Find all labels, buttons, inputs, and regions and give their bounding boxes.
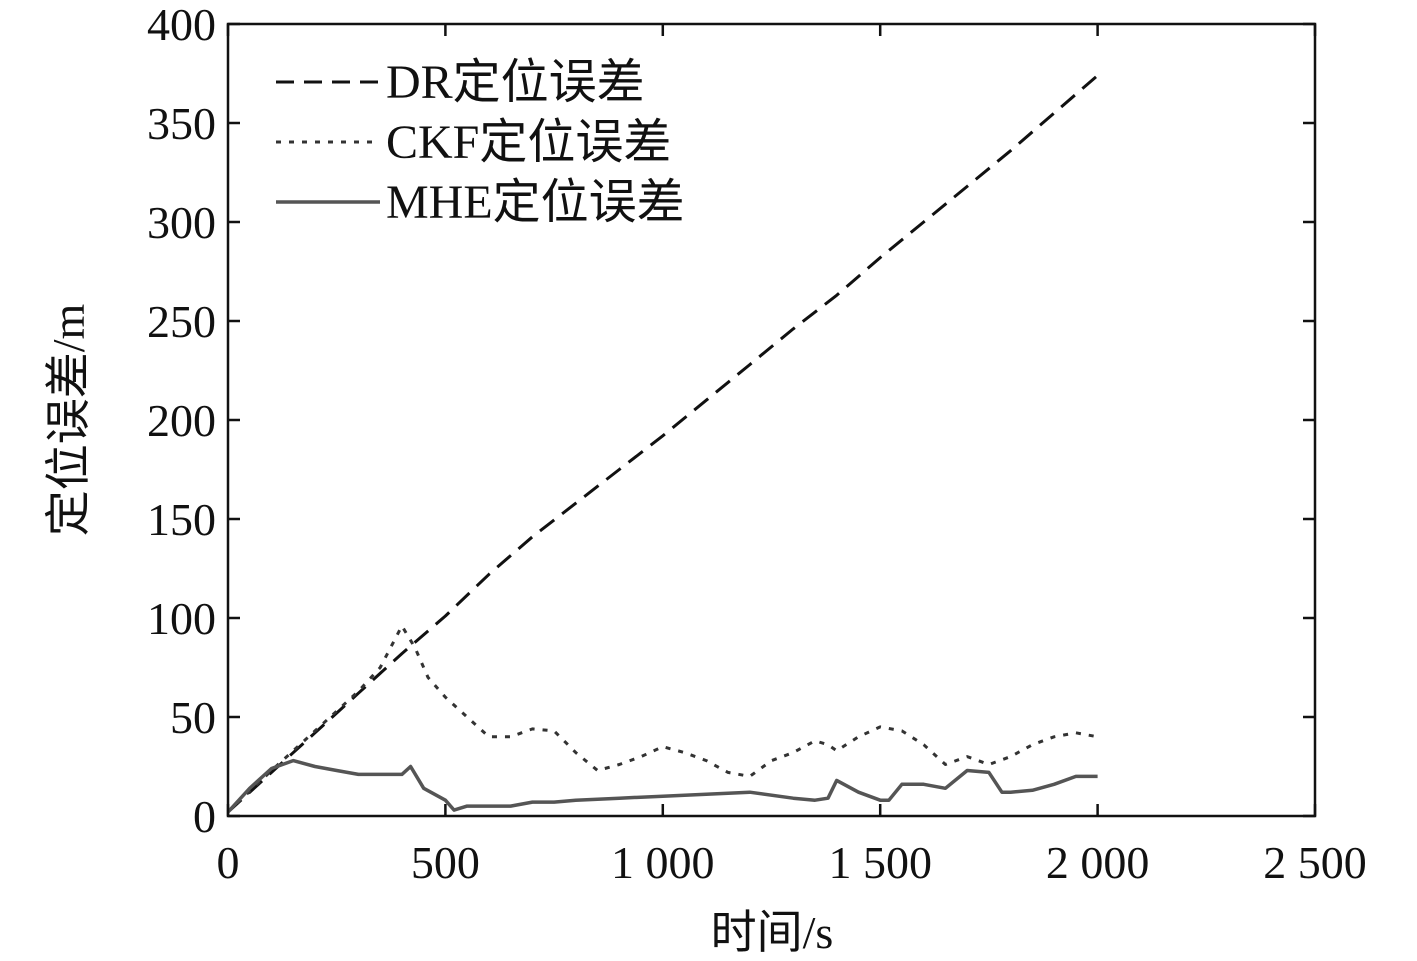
y-tick-label: 400 (147, 0, 216, 50)
series-line-2 (226, 758, 1098, 814)
x-axis-label: 时间/s (711, 907, 834, 958)
legend: DR定位误差 CKF定位误差 MHE定位误差 (276, 56, 685, 229)
legend-label-0: DR定位误差 (386, 56, 645, 109)
x-tick-label: 1 000 (611, 837, 715, 888)
y-tick-label: 50 (170, 692, 216, 743)
series-layer (226, 74, 1099, 814)
series-line-0 (226, 74, 1099, 814)
x-tick-label: 500 (411, 837, 480, 888)
series-line-1 (226, 624, 1098, 814)
x-tick-label: 1 500 (828, 837, 932, 888)
x-tick-label: 2 500 (1263, 837, 1367, 888)
y-tick-label: 200 (147, 395, 216, 446)
legend-label-2: MHE定位误差 (386, 176, 685, 229)
y-tick-label: 250 (147, 296, 216, 347)
y-tick-label: 350 (147, 98, 216, 149)
x-tick-label: 0 (217, 837, 240, 888)
y-tick-label: 0 (193, 791, 216, 842)
y-axis-label: 定位误差/m (43, 304, 94, 537)
x-tick-label: 2 000 (1046, 837, 1150, 888)
axes-layer: 0 500 1 000 1 500 2 000 2 500 0 50 100 150 200 250 3… (147, 0, 1367, 888)
y-tick-label: 100 (147, 593, 216, 644)
y-tick-label: 150 (147, 494, 216, 545)
y-tick-label: 300 (147, 197, 216, 248)
legend-label-1: CKF定位误差 (386, 116, 671, 169)
